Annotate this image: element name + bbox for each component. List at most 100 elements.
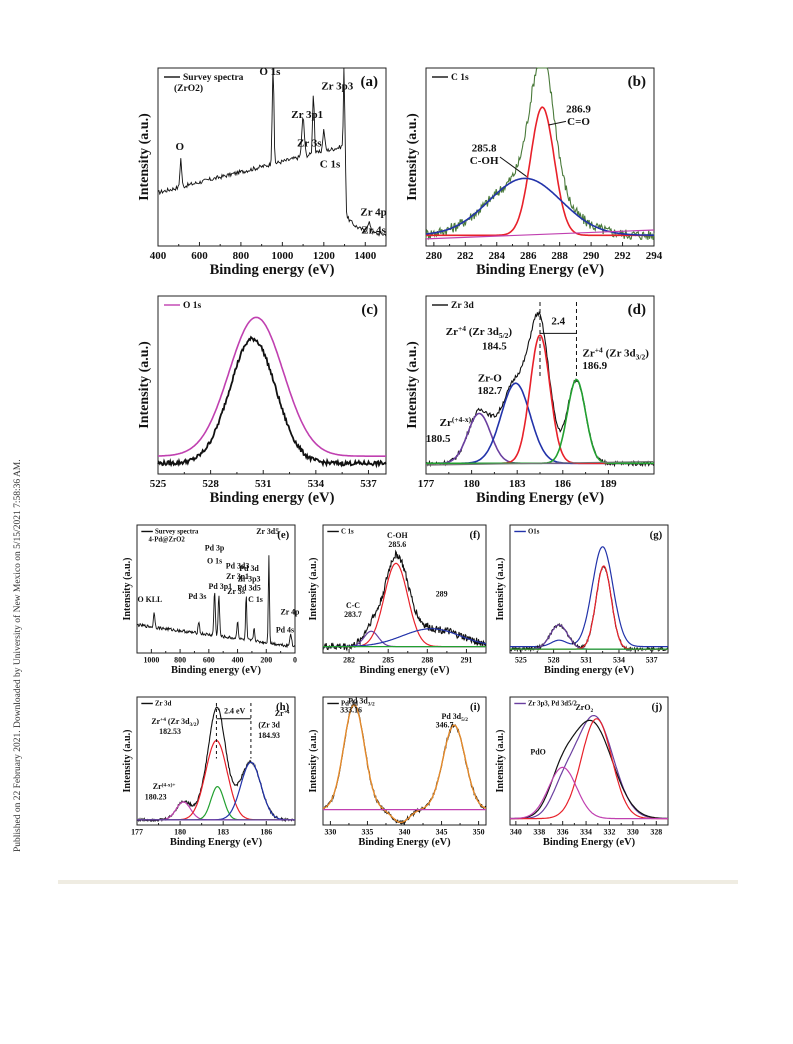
peak-annotation: 180.5 xyxy=(426,433,451,445)
x-axis-label: Binding energy (eV) xyxy=(210,262,335,278)
x-tick-label: 183 xyxy=(217,827,229,836)
annotation-pointer xyxy=(499,156,527,177)
series-data xyxy=(510,719,668,820)
peak-annotation: Zr+4 xyxy=(275,709,290,718)
x-axis-label: Binding energy (eV) xyxy=(544,665,634,676)
peak-annotation: Pd 3d3/2 xyxy=(348,696,375,707)
legend-entry: 4-Pd@ZrO2 xyxy=(149,537,186,544)
peak-annotation: 182.7 xyxy=(477,385,502,397)
legend-entry: Zr 3d xyxy=(451,301,475,311)
x-tick-label: 336 xyxy=(557,827,569,836)
chart-panel-b: 280 282 284 286 288 290 292 294 Binding Energy (… xyxy=(405,67,663,278)
x-tick-label: 528 xyxy=(202,478,219,490)
panel-label: (b) xyxy=(628,74,646,90)
peak-annotation: Pd 3p xyxy=(205,544,225,553)
series-c-o xyxy=(426,106,654,237)
legend-entry: O 1s xyxy=(183,301,202,311)
legend-entry: Survey spectra xyxy=(183,73,244,83)
x-tick-label: 400 xyxy=(232,655,244,664)
x-tick-label: 288 xyxy=(421,655,433,664)
peak-annotation: Zr+4 (Zr 3d5/2) xyxy=(446,324,513,340)
series-background xyxy=(425,229,655,240)
peak-annotation: Pd 3d xyxy=(239,564,259,573)
y-axis-label: Intensity (a.u.) xyxy=(122,558,133,621)
chart-panel-e: 1000 800 600 400 200 0 Binding energy (eV) Inte… xyxy=(122,524,300,676)
x-tick-label: 290 xyxy=(583,250,600,262)
y-axis-label: Intensity (a.u.) xyxy=(405,113,420,201)
series-survey-spectra xyxy=(136,555,296,649)
x-tick-label: 1000 xyxy=(143,655,159,664)
x-tick-label: 400 xyxy=(150,250,167,262)
x-tick-label: 528 xyxy=(548,655,560,664)
peak-annotation: Zr 3s xyxy=(297,137,322,149)
peak-annotation: Zr 4s xyxy=(361,225,386,237)
peak-annotation: 346.7 xyxy=(436,721,454,730)
series-zro2 xyxy=(510,718,668,820)
peak-annotation: ZrO2 xyxy=(576,703,594,714)
series-pdo xyxy=(509,766,668,820)
series-envelope xyxy=(510,546,668,648)
y-axis-label: Intensity (a.u.) xyxy=(308,730,319,793)
peak-annotation: Pd 4s xyxy=(276,626,294,635)
x-tick-label: 0 xyxy=(293,655,297,664)
peak-annotation: Zr+4 (Zr 3d3/2) xyxy=(151,717,199,728)
peak-annotation: 2.4 eV xyxy=(224,707,245,716)
x-axis-label: Binding Energy (eV) xyxy=(170,837,263,848)
peak-annotation: Zr 4p xyxy=(360,207,386,219)
y-axis-label: Intensity (a.u.) xyxy=(308,558,319,621)
peak-annotation: Pd 3s xyxy=(188,592,206,601)
peak-annotation: 286.9 xyxy=(566,104,591,116)
legend-entry: C 1s xyxy=(451,73,469,83)
x-axis-label: Binding Energy (eV) xyxy=(358,837,451,848)
chart-panel-a: 400 600 800 1000 1200 1400 Binding energy (eV)… xyxy=(137,66,387,278)
series-baseline xyxy=(425,460,655,466)
peak-annotation: C-C xyxy=(346,601,360,610)
peak-annotation: Pd 3d5 xyxy=(237,583,261,592)
peak-annotation: Zr 3s xyxy=(227,587,245,596)
plot-frame xyxy=(157,295,387,475)
x-axis-label: Binding energy (eV) xyxy=(210,490,335,506)
footer-divider xyxy=(58,880,738,884)
series-c-1s xyxy=(322,549,487,652)
legend-entry: C 1s xyxy=(341,529,354,536)
chart-panel-c: 525 528 531 534 537 Binding energy (eV) Intens… xyxy=(137,295,387,506)
x-tick-label: 286 xyxy=(520,250,537,262)
series-fit xyxy=(322,703,487,824)
peak-annotation: 182.53 xyxy=(159,727,181,736)
peak-annotation: 184.93 xyxy=(258,731,280,740)
peak-annotation: Pd 3d3 xyxy=(226,562,250,571)
x-tick-label: 531 xyxy=(580,655,592,664)
peak-annotation: Zr 4p xyxy=(280,608,300,617)
peak-annotation: C 1s xyxy=(320,159,341,171)
publication-note: Published on 22 February 2021. Downloade… xyxy=(6,0,26,1039)
peak-annotation: C-OH xyxy=(387,531,408,540)
x-tick-label: 537 xyxy=(360,478,377,490)
panel-label: (g) xyxy=(650,529,663,541)
x-tick-label: 332 xyxy=(604,827,616,836)
legend-entry: Survey spectra xyxy=(155,529,199,536)
peak-annotation: 289 xyxy=(436,590,448,599)
peak-annotation: Pd 3d5/2 xyxy=(442,712,469,723)
x-tick-label: 177 xyxy=(418,478,435,490)
x-axis-label: Binding energy (eV) xyxy=(360,665,450,676)
panel-label: (h) xyxy=(276,701,290,713)
x-tick-label: 280 xyxy=(426,250,443,262)
legend-entry: O1s xyxy=(528,529,540,536)
x-tick-label: 189 xyxy=(600,478,617,490)
chart-panel-i: 330 335 340 345 350 Binding Energy (eV) Intens… xyxy=(308,696,487,848)
x-tick-label: 330 xyxy=(627,827,639,836)
x-tick-label: 600 xyxy=(203,655,215,664)
peak-annotation: Pd 3p1 xyxy=(209,582,233,591)
peak-annotation: 283.7 xyxy=(344,610,362,619)
series-envelope xyxy=(158,316,386,457)
x-tick-label: 531 xyxy=(255,478,272,490)
x-tick-label: 330 xyxy=(324,827,336,836)
x-tick-label: 282 xyxy=(457,250,474,262)
peak-annotation: 184.5 xyxy=(482,340,507,352)
panel-label: (c) xyxy=(361,302,378,318)
panel-label: (j) xyxy=(651,701,662,713)
x-tick-label: 200 xyxy=(260,655,272,664)
x-tick-label: 600 xyxy=(191,250,208,262)
y-axis-label: Intensity (a.u.) xyxy=(137,113,152,201)
